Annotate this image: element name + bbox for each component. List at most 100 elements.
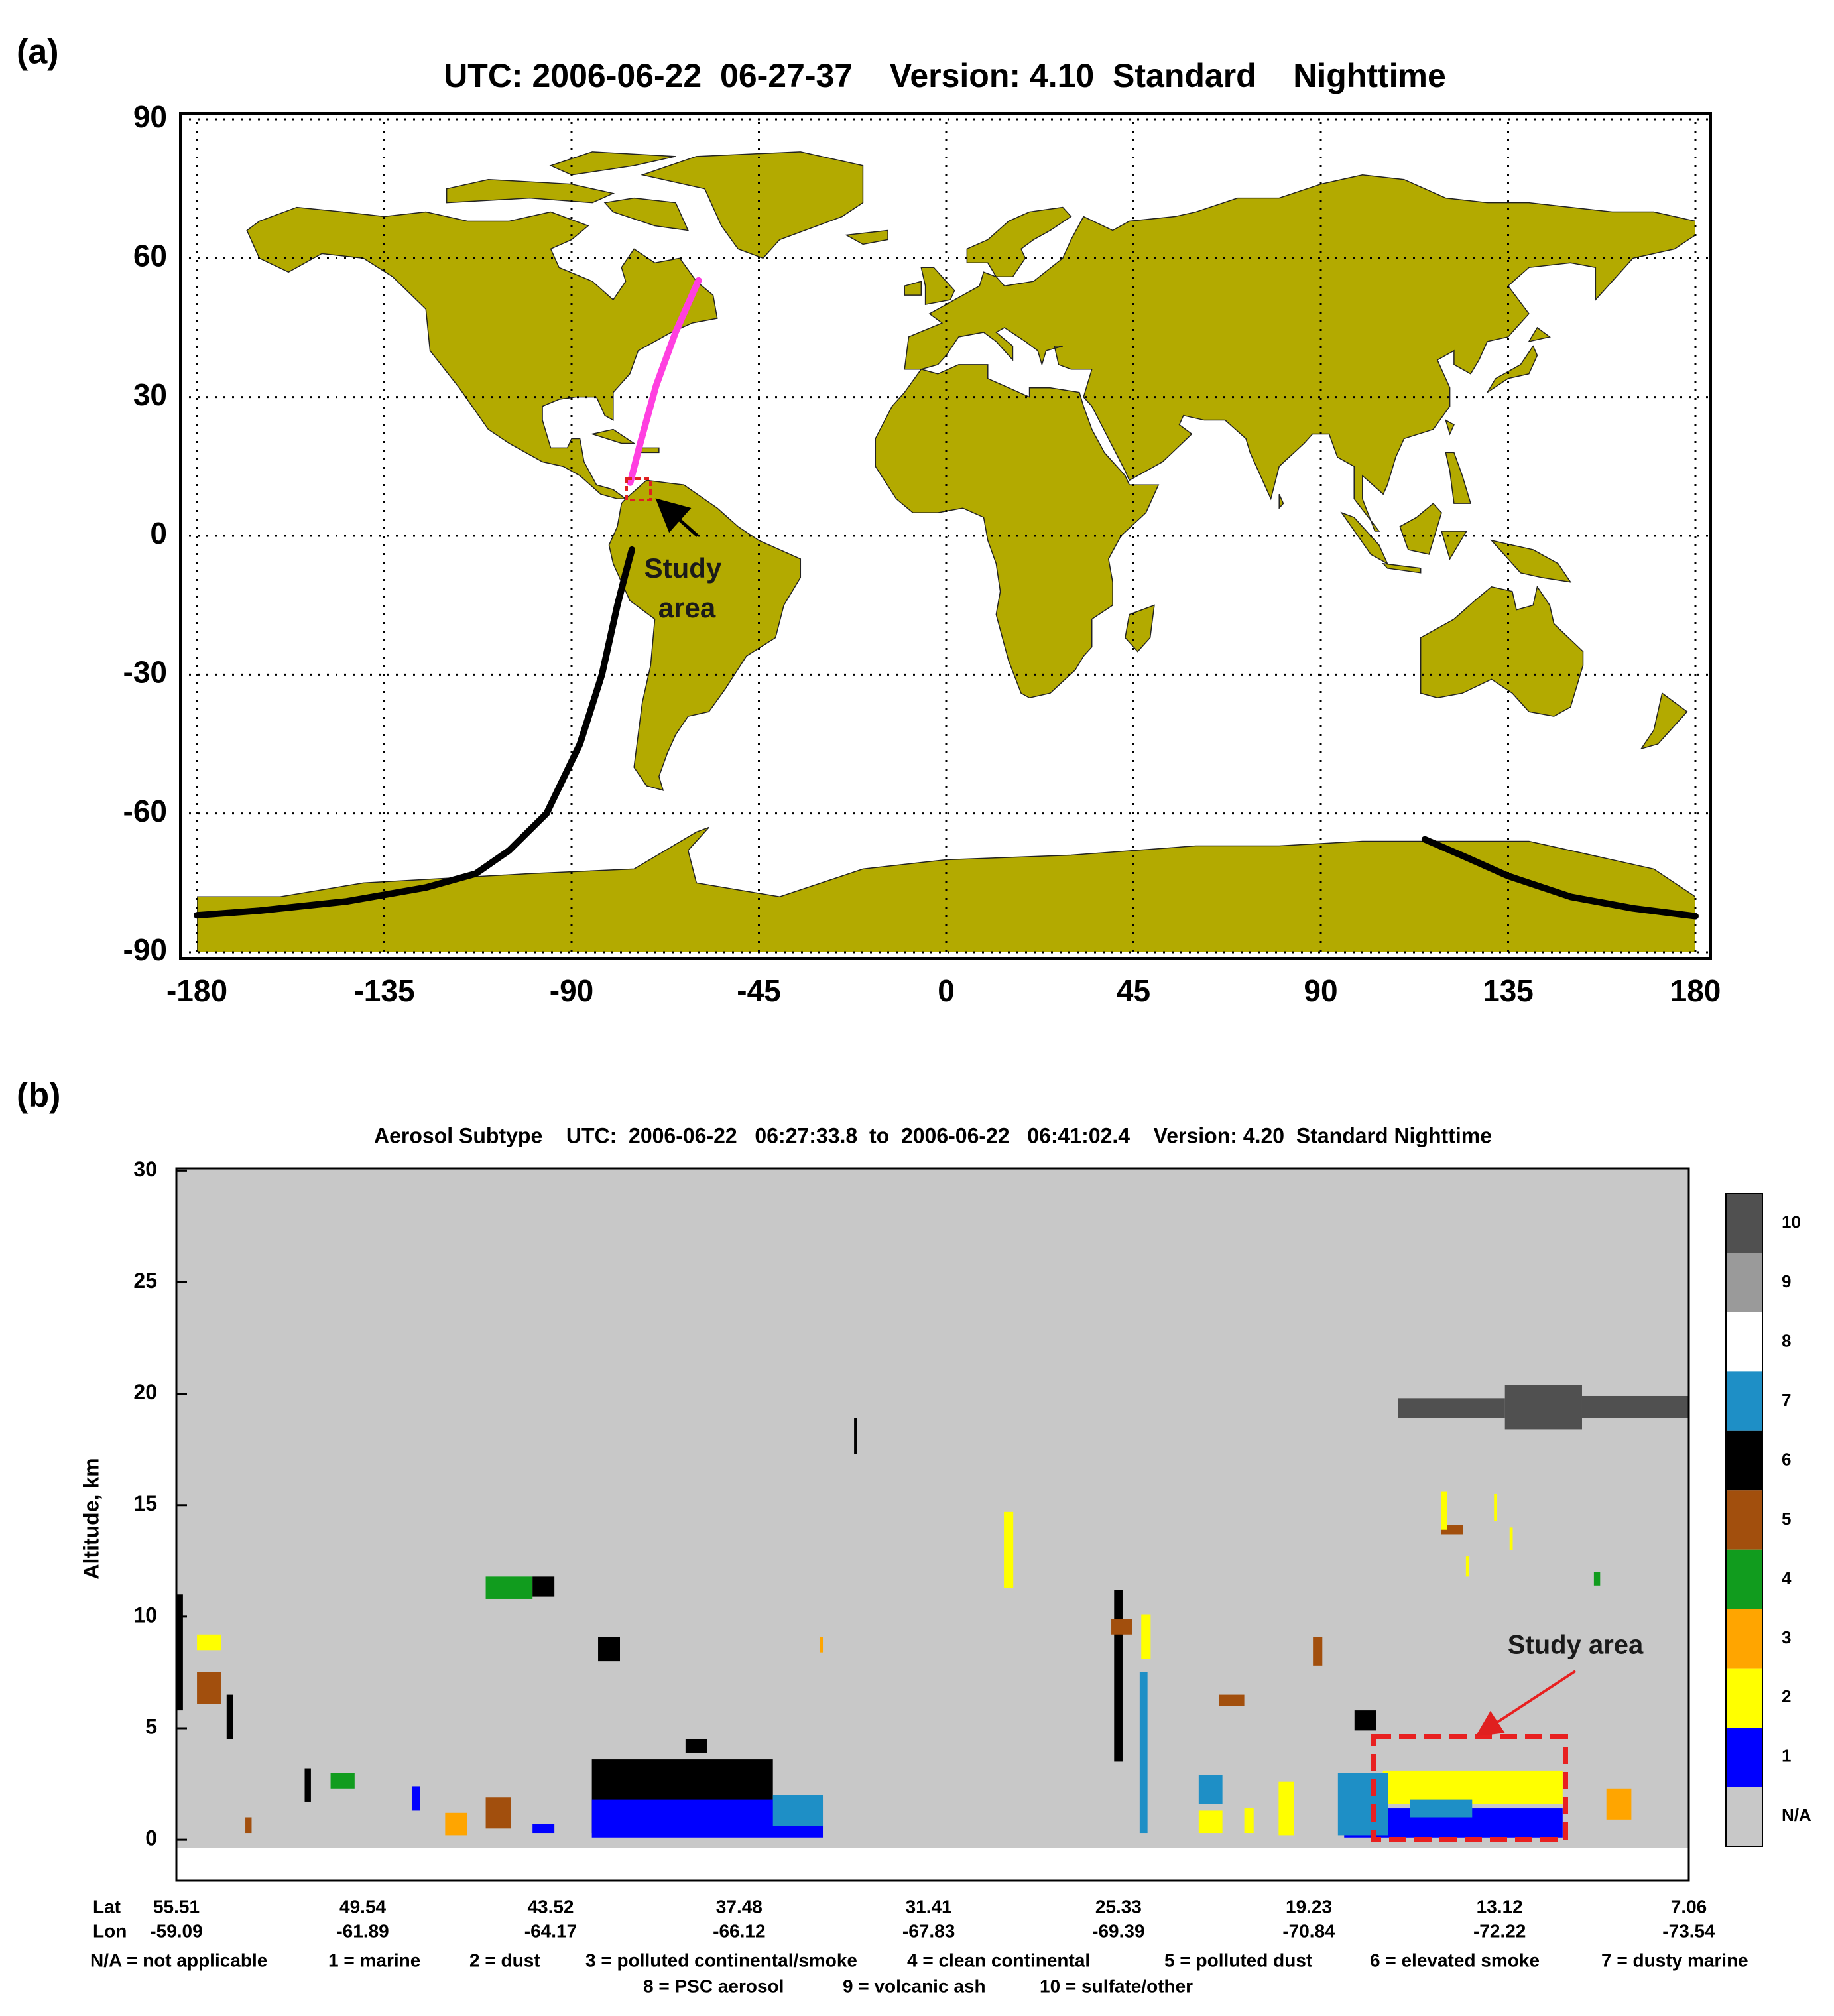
legend-entry: 7 = dusty marine: [1601, 1950, 1748, 1970]
legend-entry: 1 = marine: [328, 1950, 420, 1970]
aerosol-layer: [1114, 1590, 1123, 1762]
arctic-islands: [447, 152, 888, 245]
legend-entry: 3 = polluted continental/smoke: [585, 1950, 857, 1970]
y-tick-label: 90: [133, 99, 167, 134]
x-tick-label: -69.39: [1092, 1921, 1144, 1941]
aerosol-layer: [197, 1672, 221, 1704]
x-tick-label: 31.41: [906, 1896, 952, 1917]
y-tick-label: -30: [123, 655, 167, 689]
aerosol-layer: [1593, 1572, 1601, 1586]
colorbar-swatch: [1726, 1194, 1762, 1253]
land: [197, 152, 1695, 952]
track-line: [1421, 836, 1699, 920]
subtype-legend: N/A = not applicable 1 = marine 2 = dust 3 …: [90, 1950, 1748, 1996]
x-tick-label: 37.48: [716, 1896, 763, 1917]
aerosol-layer: [330, 1773, 355, 1789]
study-area-box: [1371, 1734, 1568, 1842]
aerosol-layer: [1494, 1493, 1497, 1521]
aerosol-layer: [1465, 1556, 1469, 1577]
panel-label: (b): [17, 1076, 60, 1115]
x-tick-label: -73.54: [1662, 1921, 1715, 1941]
greenland: [642, 152, 863, 258]
x-tick-label: 55.51: [153, 1896, 200, 1917]
colorbar-label: 6: [1782, 1449, 1791, 1469]
x-tick-label: 19.23: [1286, 1896, 1332, 1917]
x-tick-label: -67.83: [902, 1921, 955, 1941]
colorbar-swatch: [1726, 1312, 1762, 1372]
x-tick-label: 7.06: [1671, 1896, 1707, 1917]
x-tick-label: 0: [938, 974, 955, 1008]
colorbar-label: 8: [1782, 1331, 1791, 1351]
colorbar-swatch: [1726, 1549, 1762, 1609]
x-row-label: Lat: [93, 1896, 121, 1917]
aerosol-layer: [176, 1594, 183, 1711]
annotation: Study area: [1508, 1631, 1644, 1660]
legend-entry: 5 = polluted dust: [1164, 1950, 1312, 1970]
x-tick-label: -61.89: [336, 1921, 389, 1941]
colorbar-swatch: [1726, 1728, 1762, 1787]
aerosol-layer: [1441, 1491, 1447, 1530]
aerosol-layer: [1219, 1694, 1245, 1706]
north-america: [247, 208, 717, 499]
aerosol-layer: [1139, 1672, 1148, 1834]
legend-entry: 2 = dust: [469, 1950, 540, 1970]
annotation: area: [658, 592, 716, 623]
colorbar-label: 7: [1782, 1390, 1791, 1410]
aerosol-layer: [854, 1418, 857, 1454]
aerosol-layer: [1581, 1395, 1689, 1418]
colorbar-swatch: [1726, 1609, 1762, 1669]
track-line: [194, 546, 635, 919]
aerosol-layer: [1244, 1808, 1254, 1834]
x-tick-label: -45: [737, 974, 780, 1008]
x-tick-label: -64.17: [524, 1921, 577, 1941]
x-tick-label: -180: [166, 974, 227, 1008]
aerosol-layer: [772, 1795, 824, 1826]
colorbar-label: 4: [1782, 1568, 1792, 1588]
track-line: [627, 277, 702, 486]
y-tick-label: 30: [133, 377, 167, 412]
y-tick-label: 20: [133, 1380, 157, 1404]
x-tick-label: 135: [1483, 974, 1534, 1008]
aerosol-layer: [1198, 1810, 1223, 1834]
aerosol-layer: [445, 1812, 467, 1836]
aerosol-layer: [532, 1576, 555, 1597]
legend-entry: N/A = not applicable: [90, 1950, 267, 1970]
madagascar: [1125, 605, 1154, 652]
curtain-frame: [175, 1167, 1690, 1882]
colorbar-label: 10: [1782, 1212, 1801, 1232]
x-tick-label: -59.09: [150, 1921, 202, 1941]
aerosol-layer: [1410, 1799, 1473, 1818]
colorbar-swatch: [1726, 1787, 1762, 1846]
colorbar-swatch: [1726, 1490, 1762, 1550]
aerosol-layer: [1198, 1775, 1223, 1804]
chart-title: Aerosol Subtype UTC: 2006-06-22 06:27:33…: [374, 1123, 1492, 1147]
scandinavia: [967, 208, 1071, 277]
aerosol-layer: [245, 1817, 252, 1834]
aerosol-layer: [1606, 1788, 1632, 1820]
legend-entry: 10 = sulfate/other: [1040, 1976, 1193, 1996]
aerosol-layer: [411, 1786, 420, 1811]
x-tick-label: 45: [1117, 974, 1150, 1008]
x-tick-label: 90: [1304, 974, 1337, 1008]
chart-title: UTC: 2006-06-22 06-27-37 Version: 4.10 S…: [444, 57, 1446, 94]
legend-entry: 9 = volcanic ash: [843, 1976, 986, 1996]
aerosol-layer: [197, 1634, 221, 1651]
aerosol-layer: [1504, 1385, 1582, 1430]
eurasia: [904, 175, 1695, 531]
islands: [1279, 328, 1687, 749]
aerosol-layer: [1004, 1511, 1014, 1588]
y-axis-label: Altitude, km: [79, 1458, 103, 1579]
y-tick-label: 30: [133, 1157, 157, 1181]
x-tick-label: -70.84: [1282, 1921, 1335, 1941]
aerosol-layer: [1509, 1527, 1513, 1550]
colorbar-swatch: [1726, 1371, 1762, 1431]
aerosol-layer: [1313, 1637, 1323, 1666]
legend-entry: 4 = clean continental: [907, 1950, 1090, 1970]
colorbar-swatch: [1726, 1253, 1762, 1312]
y-tick-label: 25: [133, 1269, 157, 1292]
aerosol-layer: [1398, 1398, 1505, 1418]
map-overlay: -180 -135 -90 -45 0 45 90 135 180 -90 -60 -30 0 30 60 9…: [123, 99, 1721, 1008]
aerosol-layer: [485, 1576, 533, 1599]
legend-entry: 8 = PSC aerosol: [643, 1976, 784, 1996]
